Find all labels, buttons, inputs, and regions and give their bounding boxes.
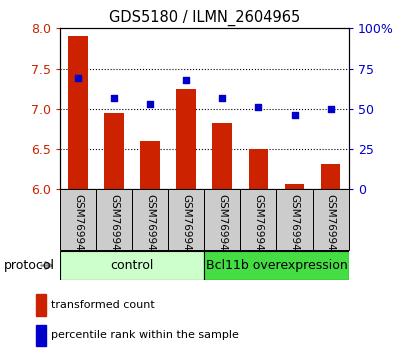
Bar bbox=[176, 89, 196, 189]
Text: GSM769946: GSM769946 bbox=[290, 194, 300, 258]
Bar bbox=[68, 36, 88, 189]
Title: GDS5180 / ILMN_2604965: GDS5180 / ILMN_2604965 bbox=[109, 9, 300, 25]
Bar bbox=[285, 184, 305, 189]
Bar bbox=[168, 189, 204, 250]
Bar bbox=[36, 295, 46, 315]
Bar bbox=[204, 189, 240, 250]
Text: GSM769941: GSM769941 bbox=[109, 194, 119, 258]
Point bbox=[255, 104, 262, 110]
Bar bbox=[312, 189, 349, 250]
Point bbox=[183, 77, 190, 83]
Bar bbox=[249, 149, 269, 189]
Text: GSM769943: GSM769943 bbox=[181, 194, 191, 258]
Point bbox=[327, 106, 334, 112]
Text: percentile rank within the sample: percentile rank within the sample bbox=[51, 330, 239, 341]
Bar bbox=[212, 123, 232, 189]
Bar bbox=[204, 251, 349, 280]
Point bbox=[111, 95, 117, 101]
Bar bbox=[140, 141, 160, 189]
Bar bbox=[36, 325, 46, 346]
Point bbox=[147, 101, 154, 107]
Point bbox=[291, 113, 298, 118]
Bar bbox=[96, 189, 132, 250]
Text: protocol: protocol bbox=[4, 259, 55, 272]
Text: control: control bbox=[110, 259, 154, 272]
Text: GSM769945: GSM769945 bbox=[254, 194, 264, 258]
Text: Bcl11b overexpression: Bcl11b overexpression bbox=[205, 259, 347, 272]
Text: GSM769944: GSM769944 bbox=[217, 194, 227, 258]
Text: GSM769947: GSM769947 bbox=[326, 194, 336, 258]
Text: GSM769942: GSM769942 bbox=[145, 194, 155, 258]
Bar bbox=[60, 251, 204, 280]
Bar bbox=[132, 189, 168, 250]
Bar bbox=[60, 189, 96, 250]
Text: transformed count: transformed count bbox=[51, 300, 155, 310]
Bar bbox=[240, 189, 276, 250]
Bar bbox=[104, 113, 124, 189]
Bar bbox=[276, 189, 312, 250]
Point bbox=[219, 95, 226, 101]
Point bbox=[75, 75, 81, 81]
Bar bbox=[321, 164, 340, 189]
Text: GSM769940: GSM769940 bbox=[73, 194, 83, 257]
